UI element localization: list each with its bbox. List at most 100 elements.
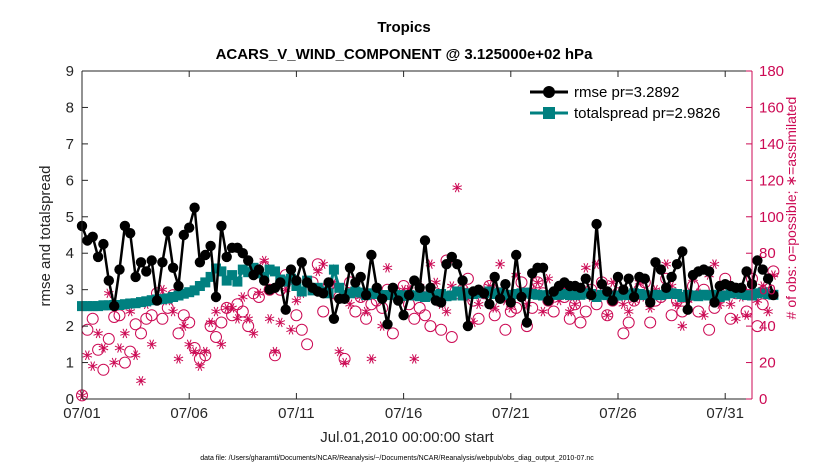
obs-assimilated-point (184, 339, 194, 350)
obs-possible-point (204, 320, 217, 333)
rmse-point (377, 293, 388, 304)
obs-possible-point (617, 327, 630, 340)
obs-assimilated-point (98, 343, 109, 353)
obs-assimilated-point (409, 354, 420, 364)
obs-assimilated-point (232, 314, 243, 324)
rmse-point (602, 286, 613, 297)
rmse-point (318, 288, 329, 299)
rmse-point (478, 288, 490, 299)
totalspread-point (146, 295, 157, 306)
obs-assimilated-point (280, 284, 291, 295)
x-tick-label: 07/11 (278, 405, 314, 422)
y2-tick-label: 60 (759, 282, 776, 299)
axes-layer: 07/01 07/06 07/11 07/16 07/21 07/26 07/31 0 1 2 3 4… (63, 63, 784, 422)
y-tick-label: 2 (66, 318, 74, 335)
obs-assimilated-point (473, 299, 484, 310)
legend: rmse pr=3.2892 totalspread pr=2.9826 (524, 77, 746, 129)
obs-assimilated-point (382, 263, 393, 273)
obs-possible-point (472, 312, 485, 325)
obs-assimilated-point (452, 182, 462, 193)
obs-assimilated-point (731, 314, 741, 324)
obs-assimilated-point (709, 259, 720, 269)
obs-assimilated-point (618, 299, 629, 310)
totalspread-point (500, 290, 511, 301)
x-tick-label: 07/01 (63, 405, 101, 422)
rmse-point (596, 279, 608, 290)
obs-assimilated-point (125, 306, 136, 317)
totalspread-point (366, 288, 377, 299)
obs-possible-point (145, 309, 158, 322)
totalspread-point (136, 297, 146, 308)
obs-assimilated-point (430, 277, 441, 288)
totalspread-point (666, 288, 677, 299)
totalspread-point (296, 286, 307, 297)
totalspread-point (270, 266, 280, 277)
rmse-point (661, 282, 672, 293)
totalspread-point (489, 289, 500, 299)
rmse-point (516, 291, 527, 303)
rmse-point (762, 273, 774, 284)
obs-assimilated-point (564, 306, 575, 317)
rmse-point (291, 275, 302, 286)
y-tick-label: 5 (66, 209, 74, 226)
rmse-point (650, 257, 661, 268)
rmse-point (623, 273, 634, 284)
rmse-point (328, 313, 340, 324)
totalspread-point (462, 288, 473, 299)
obs-assimilated-point (361, 306, 371, 317)
obs-possible-point (360, 312, 373, 325)
rmse-point (393, 295, 404, 306)
obs-assimilated-point (93, 328, 103, 339)
rmse-point (403, 289, 415, 301)
obs-possible-point (102, 332, 115, 345)
obs-assimilated-point (211, 306, 221, 317)
obs-assimilated-point (672, 299, 682, 310)
rmse-point (757, 264, 768, 275)
rmse-point (580, 273, 591, 284)
totalspread-point (634, 289, 645, 299)
obs-assimilated-point (259, 255, 270, 266)
rmse-point (457, 275, 468, 286)
rmse-point (205, 240, 216, 252)
totalspread-point (291, 281, 302, 291)
obs-assimilated-point (441, 306, 452, 317)
obs-possible-point (172, 327, 185, 340)
obs-possible-point (756, 298, 769, 311)
obs-assimilated-point (313, 266, 323, 277)
rmse-point (575, 282, 586, 293)
totalspread-point (205, 271, 216, 282)
totalspread-point (704, 290, 715, 301)
obs-assimilated-point (157, 284, 168, 295)
totalspread-point (130, 298, 141, 309)
rmse-point (355, 271, 366, 283)
obs-assimilated-point (757, 281, 768, 291)
obs-possible-point (547, 305, 560, 318)
legend-totalspread-marker (543, 107, 555, 119)
rmse-point (607, 295, 618, 306)
totalspread-point (650, 289, 661, 300)
rmse-point (194, 257, 206, 268)
rmse-point (339, 293, 350, 304)
totalspread-point (554, 289, 564, 300)
y2-axis-label: # of obs: o=possible; ∗=assimilated (783, 97, 799, 320)
rmse-point (709, 297, 720, 308)
obs-assimilated-point (725, 299, 736, 310)
totalspread-point (371, 289, 382, 299)
obs-assimilated-point (179, 321, 189, 331)
obs-possible-point (215, 316, 228, 329)
totalspread-point (682, 289, 693, 300)
rmse-point (591, 218, 602, 230)
rmse-point (92, 251, 104, 263)
totalspread-point (698, 289, 709, 300)
totalspread-point (93, 301, 104, 312)
totalspread-point (441, 291, 452, 302)
totalspread-point (227, 270, 238, 281)
rmse-point (703, 266, 715, 277)
obs-assimilated-point (404, 284, 414, 295)
obs-assimilated-point (425, 259, 436, 269)
obs-assimilated-point (495, 259, 505, 269)
totalspread-point (264, 264, 275, 275)
rmse-point (645, 297, 656, 308)
y2-tick-label: 140 (759, 136, 784, 153)
obs-assimilated-point (221, 303, 232, 313)
